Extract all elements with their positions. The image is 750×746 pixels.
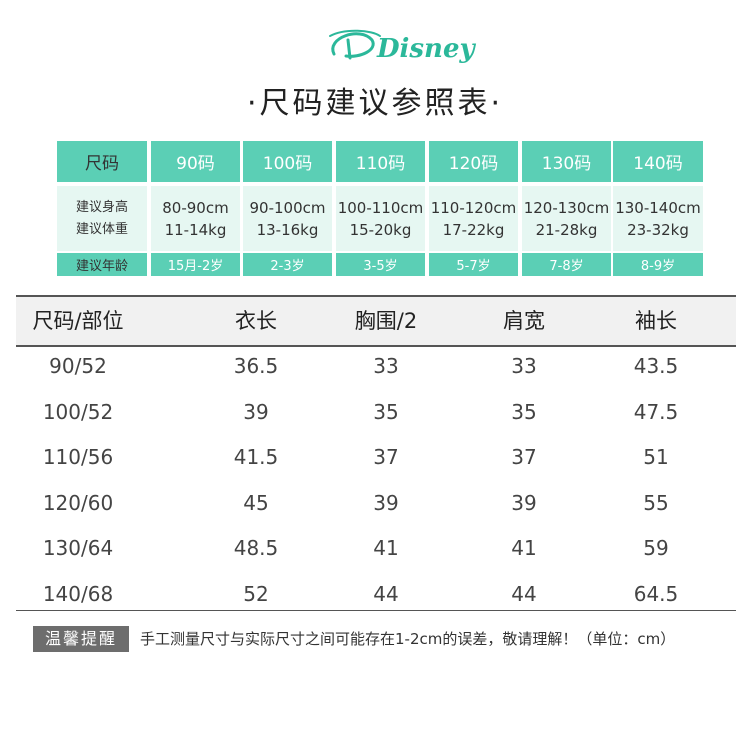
table-cell: 140/68 [42,581,114,606]
column-header: 尺码/部位 [32,309,124,333]
table-cell: 90/52 [49,354,107,378]
guide-size-header: 120码 [429,141,518,182]
height-value: 90-100cm [249,198,326,217]
height-value: 120-130cm [523,198,610,217]
guide-age-cell: 5-7岁 [429,253,518,276]
guide-header-label: 尺码 [57,141,147,182]
note-text: 手工测量尺寸与实际尺寸之间可能存在1-2cm的误差，敬请理解！（单位：cm） [140,630,676,648]
table-row: 140/68 52 44 44 64.5 [16,572,736,617]
guide-size-header: 90码 [151,141,240,182]
guide-size-cell: 80-90cm 11-14kg [151,186,240,251]
guide-size-header: 140码 [613,141,703,182]
table-cell: 44 [373,581,399,606]
disney-logo: Disney [329,29,477,64]
table-cell: 55 [643,490,669,515]
weight-label: 建议体重 [75,221,128,237]
height-value: 110-120cm [430,198,517,217]
guide-size-cell: 120-130cm 21-28kg [522,186,611,251]
page-title: ·尺码建议参照表· [246,86,504,121]
table-cell: 35 [373,399,399,424]
table-cell: 110/56 [42,445,114,469]
guide-age-cell: 8-9岁 [613,253,703,276]
table-cell: 44 [511,581,537,606]
guide-row-labels: 建议身高 建议体重 [57,186,147,251]
table-cell: 39 [511,490,537,515]
note-badge: 温馨提醒 [33,626,129,652]
table-cell: 33 [373,354,399,378]
table-cell: 120/60 [42,490,114,515]
table-cell: 41 [511,536,537,560]
table-cell: 100/52 [42,399,114,424]
table-cell: 41 [373,536,399,560]
weight-value: 15-20kg [349,220,412,239]
column-header: 胸围/2 [354,309,418,333]
guide-age-cell: 15月-2岁 [151,253,240,276]
guide-age-cell: 7-8岁 [522,253,611,276]
guide-size-header: 130码 [522,141,611,182]
table-cell: 36.5 [233,354,279,378]
weight-value: 23-32kg [627,220,689,239]
table-cell: 51 [643,445,669,469]
weight-value: 13-16kg [256,220,319,239]
guide-age-cell: 2-3岁 [243,253,332,276]
table-row: 110/56 41.5 37 37 51 [16,435,736,480]
guide-size-cell: 110-120cm 17-22kg [429,186,518,251]
table-cell: 37 [373,445,399,469]
guide-size-cell: 100-110cm 15-20kg [336,186,425,251]
weight-value: 17-22kg [442,220,505,239]
table-header: 尺码/部位 衣长 胸围/2 肩宽 袖长 [16,295,736,347]
table-cell: 45 [243,490,269,515]
height-value: 130-140cm [615,198,701,217]
table-cell: 39 [243,399,269,424]
table-cell: 35 [511,399,537,424]
table-row: 130/64 48.5 41 41 59 [16,526,736,571]
logo-wordmark: Disney [376,34,477,64]
guide-size-cell: 90-100cm 13-16kg [243,186,332,251]
table-cell: 64.5 [633,581,679,606]
table-cell: 33 [511,354,537,378]
height-value: 100-110cm [337,198,424,217]
table-cell: 43.5 [633,354,679,378]
table-cell: 48.5 [233,536,279,560]
table-cell: 41.5 [233,445,279,469]
column-header: 袖长 [635,309,677,333]
table-row: 100/52 39 35 35 47.5 [16,390,736,435]
table-cell: 37 [511,445,537,469]
table-bottom-line [16,610,736,611]
guide-age-label: 建议年龄 [57,253,147,276]
table-cell: 59 [643,536,669,560]
column-header: 衣长 [235,309,277,333]
table-cell: 130/64 [42,536,114,560]
weight-value: 21-28kg [535,220,598,239]
column-header: 肩宽 [503,309,545,333]
height-label: 建议身高 [75,199,128,215]
table-row: 90/52 36.5 33 33 43.5 [16,344,736,389]
height-value: 80-90cm [162,198,229,217]
guide-size-cell: 130-140cm 23-32kg [613,186,703,251]
guide-size-header: 110码 [336,141,425,182]
guide-size-header: 100码 [243,141,332,182]
table-cell: 47.5 [633,399,679,424]
table-cell: 52 [243,581,269,606]
table-cell: 39 [373,490,399,515]
guide-age-cell: 3-5岁 [336,253,425,276]
weight-value: 11-14kg [164,220,227,239]
table-row: 120/60 45 39 39 55 [16,481,736,526]
